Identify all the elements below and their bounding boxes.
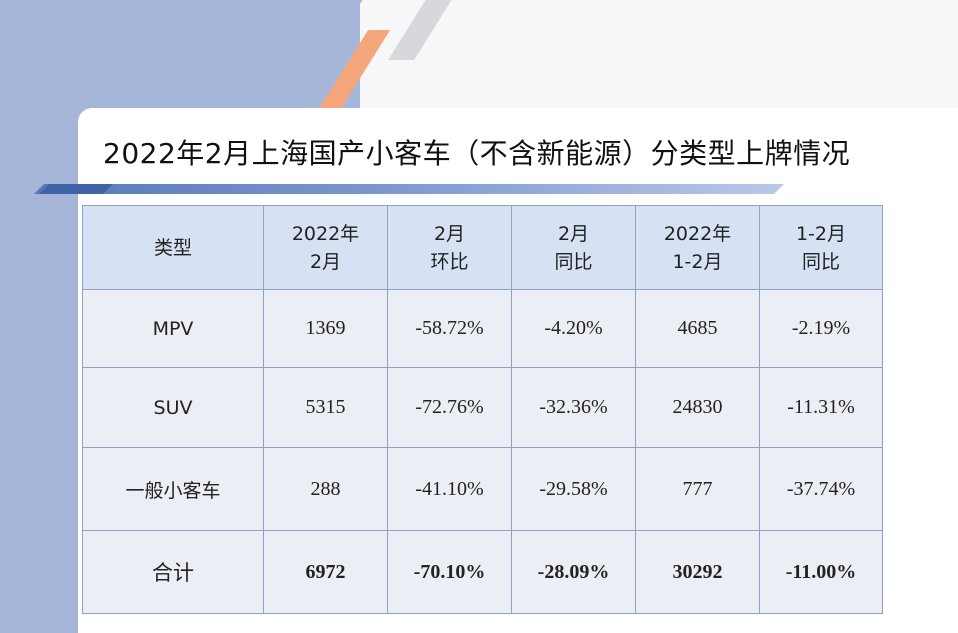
title-underline-bar <box>34 184 784 194</box>
header-jan-feb-yoy: 1-2月 同比 <box>759 205 883 290</box>
cell-feb-mom: -41.10% <box>387 447 512 531</box>
cell-ytd-count: 4685 <box>635 289 760 368</box>
cell-feb-mom: -70.10% <box>387 530 512 614</box>
header-feb-yoy: 2月 同比 <box>511 205 636 290</box>
cell-feb-mom: -72.76% <box>387 367 512 448</box>
cell-feb-yoy: -28.09% <box>511 530 636 614</box>
cell-ytd-yoy: -37.74% <box>759 447 883 531</box>
page-title: 2022年2月上海国产小客车（不含新能源）分类型上牌情况 <box>103 137 851 170</box>
header-type: 类型 <box>82 205 264 290</box>
row-label: MPV <box>82 289 264 368</box>
cell-ytd-yoy: -11.31% <box>759 367 883 448</box>
cell-feb-mom: -58.72% <box>387 289 512 368</box>
cell-feb-yoy: -4.20% <box>511 289 636 368</box>
cell-feb-yoy: -32.36% <box>511 367 636 448</box>
registration-table: 类型 2022年 2月 2月 环比 2月 同比 2022年 1-2月 1-2月 … <box>82 205 883 614</box>
row-label: 合计 <box>82 530 264 614</box>
cell-ytd-count: 30292 <box>635 530 760 614</box>
cell-feb-count: 5315 <box>263 367 388 448</box>
cell-feb-count: 288 <box>263 447 388 531</box>
table-row-total: 合计 6972 -70.10% -28.09% 30292 -11.00% <box>82 530 883 614</box>
header-jan-feb-2022: 2022年 1-2月 <box>635 205 760 290</box>
cell-ytd-count: 777 <box>635 447 760 531</box>
cell-ytd-count: 24830 <box>635 367 760 448</box>
table-row-suv: SUV 5315 -72.76% -32.36% 24830 -11.31% <box>82 367 883 448</box>
row-label: SUV <box>82 367 264 448</box>
table-header-row: 类型 2022年 2月 2月 环比 2月 同比 2022年 1-2月 1-2月 … <box>82 205 883 290</box>
cell-feb-count: 6972 <box>263 530 388 614</box>
title-underline-accent <box>39 184 113 194</box>
cell-ytd-yoy: -11.00% <box>759 530 883 614</box>
cell-ytd-yoy: -2.19% <box>759 289 883 368</box>
table-row-general: 一般小客车 288 -41.10% -29.58% 777 -37.74% <box>82 447 883 531</box>
row-label: 一般小客车 <box>82 447 264 531</box>
header-feb-2022: 2022年 2月 <box>263 205 388 290</box>
table-row-mpv: MPV 1369 -58.72% -4.20% 4685 -2.19% <box>82 289 883 368</box>
decorative-gray-stripe <box>388 0 458 60</box>
cell-feb-yoy: -29.58% <box>511 447 636 531</box>
header-feb-mom: 2月 环比 <box>387 205 512 290</box>
cell-feb-count: 1369 <box>263 289 388 368</box>
